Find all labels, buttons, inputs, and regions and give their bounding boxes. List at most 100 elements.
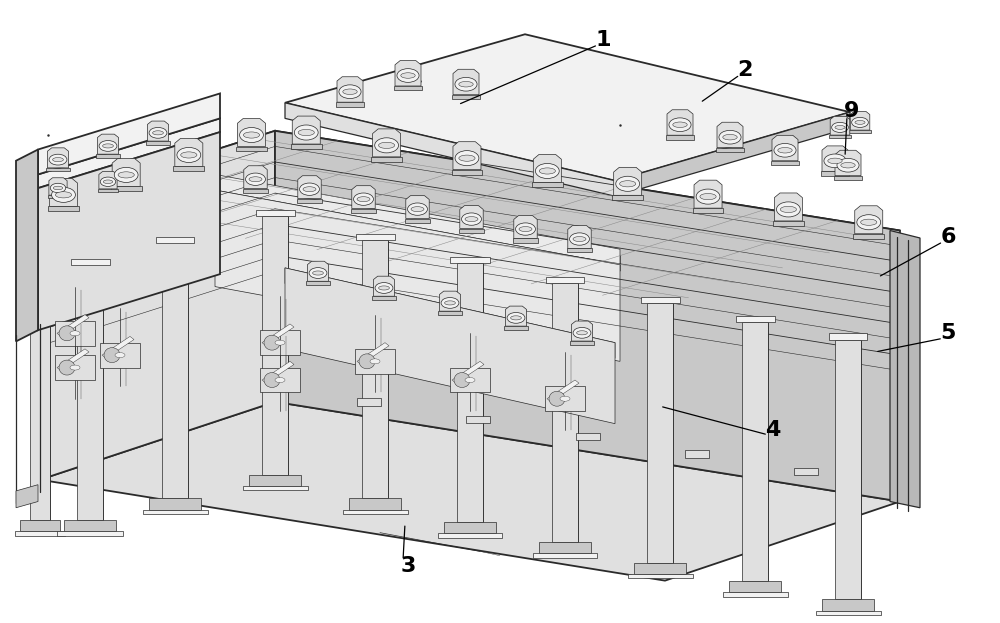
- Polygon shape: [693, 208, 723, 213]
- Polygon shape: [439, 291, 460, 311]
- Ellipse shape: [53, 186, 63, 190]
- Polygon shape: [567, 249, 592, 252]
- Polygon shape: [666, 135, 694, 140]
- Ellipse shape: [114, 168, 138, 183]
- Polygon shape: [545, 386, 585, 411]
- Ellipse shape: [519, 227, 532, 232]
- Polygon shape: [215, 190, 620, 361]
- Ellipse shape: [445, 301, 455, 305]
- Polygon shape: [773, 221, 804, 226]
- Polygon shape: [406, 196, 429, 219]
- Ellipse shape: [357, 197, 370, 202]
- Ellipse shape: [454, 373, 470, 388]
- Polygon shape: [394, 86, 422, 90]
- Polygon shape: [50, 178, 78, 206]
- Ellipse shape: [397, 69, 419, 82]
- Polygon shape: [298, 176, 321, 199]
- Polygon shape: [452, 169, 482, 174]
- Polygon shape: [822, 599, 874, 611]
- Polygon shape: [612, 195, 643, 200]
- Ellipse shape: [264, 373, 280, 388]
- Polygon shape: [175, 138, 203, 166]
- Ellipse shape: [177, 148, 201, 163]
- Polygon shape: [853, 234, 884, 239]
- Ellipse shape: [100, 177, 116, 186]
- Polygon shape: [829, 135, 851, 138]
- Ellipse shape: [507, 313, 525, 323]
- Polygon shape: [356, 234, 394, 240]
- Ellipse shape: [115, 353, 125, 358]
- Ellipse shape: [298, 130, 314, 136]
- Ellipse shape: [181, 152, 197, 158]
- Polygon shape: [717, 122, 743, 148]
- Ellipse shape: [249, 177, 262, 182]
- Ellipse shape: [52, 188, 75, 202]
- Polygon shape: [40, 131, 900, 305]
- Polygon shape: [20, 520, 60, 531]
- Ellipse shape: [855, 120, 865, 125]
- Polygon shape: [111, 186, 142, 191]
- Ellipse shape: [835, 125, 845, 130]
- Ellipse shape: [49, 155, 67, 165]
- Polygon shape: [647, 303, 673, 563]
- Polygon shape: [48, 148, 68, 168]
- Ellipse shape: [549, 391, 565, 406]
- Polygon shape: [722, 592, 788, 597]
- Ellipse shape: [857, 215, 881, 230]
- Polygon shape: [351, 209, 376, 212]
- Polygon shape: [736, 316, 774, 322]
- Polygon shape: [16, 150, 38, 341]
- Polygon shape: [532, 183, 563, 188]
- Ellipse shape: [103, 180, 113, 184]
- Polygon shape: [466, 416, 490, 423]
- Text: 1: 1: [595, 30, 611, 50]
- Polygon shape: [244, 166, 267, 189]
- Polygon shape: [285, 34, 850, 181]
- Ellipse shape: [375, 283, 393, 293]
- Ellipse shape: [462, 213, 481, 226]
- Ellipse shape: [465, 217, 478, 222]
- Ellipse shape: [465, 378, 475, 383]
- Polygon shape: [162, 243, 188, 498]
- Ellipse shape: [339, 85, 361, 98]
- Text: 2: 2: [737, 60, 753, 80]
- Text: 9: 9: [844, 101, 860, 121]
- Ellipse shape: [778, 148, 792, 153]
- Polygon shape: [835, 340, 861, 599]
- Polygon shape: [460, 206, 483, 229]
- Ellipse shape: [696, 189, 720, 204]
- Ellipse shape: [53, 158, 63, 162]
- Ellipse shape: [573, 328, 591, 338]
- Ellipse shape: [455, 77, 477, 91]
- Polygon shape: [146, 141, 170, 145]
- Ellipse shape: [118, 172, 134, 178]
- Polygon shape: [57, 531, 122, 536]
- Polygon shape: [373, 129, 401, 157]
- Ellipse shape: [441, 298, 459, 308]
- Polygon shape: [772, 135, 798, 161]
- Polygon shape: [38, 93, 220, 174]
- Polygon shape: [292, 116, 320, 144]
- Polygon shape: [38, 132, 220, 330]
- Text: 6: 6: [940, 227, 956, 247]
- Polygon shape: [615, 112, 850, 196]
- Polygon shape: [30, 265, 50, 520]
- Polygon shape: [506, 306, 526, 326]
- Polygon shape: [362, 240, 388, 498]
- Ellipse shape: [841, 163, 855, 168]
- Polygon shape: [774, 193, 802, 221]
- Polygon shape: [634, 563, 686, 574]
- Polygon shape: [742, 322, 768, 581]
- Ellipse shape: [852, 117, 868, 128]
- Ellipse shape: [313, 271, 323, 275]
- Polygon shape: [77, 265, 103, 520]
- Text: 5: 5: [940, 323, 956, 343]
- Polygon shape: [70, 259, 110, 265]
- Polygon shape: [641, 297, 680, 303]
- Ellipse shape: [861, 219, 877, 226]
- Ellipse shape: [570, 233, 589, 245]
- Polygon shape: [614, 168, 642, 195]
- Ellipse shape: [246, 173, 265, 186]
- Ellipse shape: [359, 354, 375, 369]
- Ellipse shape: [59, 326, 75, 341]
